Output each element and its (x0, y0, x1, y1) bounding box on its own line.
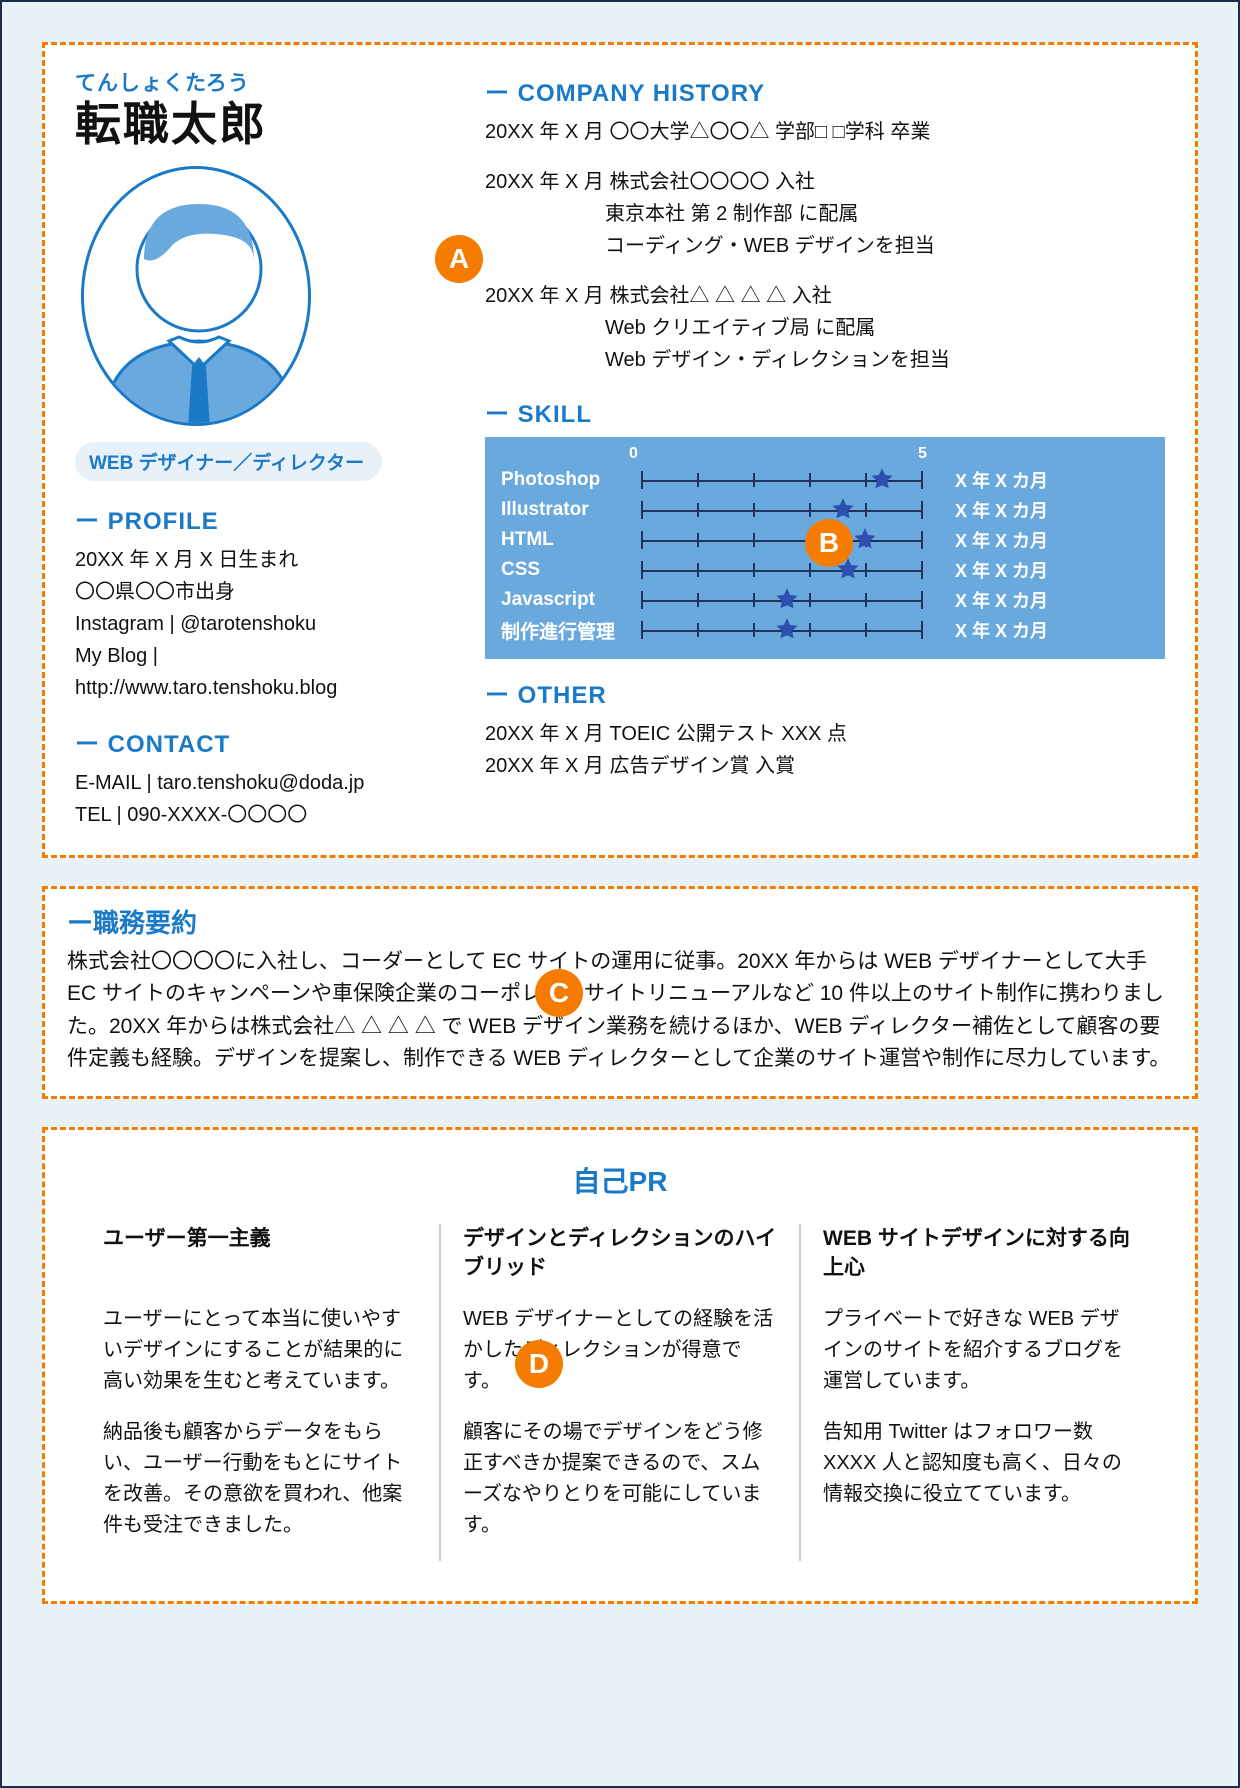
pr-column: ユーザー第一主義ユーザーにとって本当に使いやすいデザインにすることが結果的に高い… (81, 1224, 441, 1561)
pr-subtitle: ユーザー第一主義 (103, 1224, 417, 1284)
skill-box: B 0 5 Photoshop X 年 X カ月 Illustrator X 年 X … (485, 437, 1165, 659)
summary-card: C ー職務要約 株式会社〇〇〇〇に入社し、コーダーとして EC サイトの運用に従… (42, 886, 1198, 1099)
page: A てんしょくたろう 転職太郎 WEB デザイナー／ディレクター PR (0, 0, 1240, 1788)
history-entry: 20XX 年 X 月 〇〇大学△〇〇△ 学部□ □学科 卒業 (485, 116, 1165, 148)
pr-paragraph: WEB デザイナーとしての経験を活かしたディレクションが得意です。 (463, 1304, 777, 1397)
skill-duration: X 年 X カ月 (955, 587, 1048, 613)
right-column: COMPANY HISTORY 20XX 年 X 月 〇〇大学△〇〇△ 学部□ … (485, 67, 1165, 831)
history-heading: COMPANY HISTORY (485, 73, 1165, 108)
other-line: 20XX 年 X 月 広告デザイン賞 入賞 (485, 750, 1165, 782)
contact-line: E-MAIL | taro.tenshoku@doda.jp (75, 767, 455, 799)
star-icon (852, 526, 878, 552)
summary-body: 株式会社〇〇〇〇に入社し、コーダーとして EC サイトの運用に従事。20XX 年… (67, 946, 1173, 1076)
skill-track (631, 620, 931, 640)
skill-name: CSS (501, 559, 621, 581)
skill-scale-max: 5 (918, 445, 927, 463)
profile-heading: PROFILE (75, 501, 455, 536)
skill-scale-min: 0 (629, 445, 638, 463)
history-line: 20XX 年 X 月 株式会社△ △ △ △ 入社 (485, 280, 1165, 312)
skill-name: 制作進行管理 (501, 617, 621, 644)
star-icon (830, 496, 856, 522)
profile-line: Instagram | @tarotenshoku (75, 608, 455, 640)
skill-track (631, 530, 931, 550)
skill-scale: 0 5 (621, 447, 921, 465)
pr-paragraph: 納品後も顧客からデータをもらい、ユーザー行動をもとにサイトを改善。その意欲を買わ… (103, 1417, 417, 1541)
skill-heading: SKILL (485, 394, 1165, 429)
pr-columns: ユーザー第一主義ユーザーにとって本当に使いやすいデザインにすることが結果的に高い… (81, 1224, 1159, 1561)
pr-card: D 自己PR ユーザー第一主義ユーザーにとって本当に使いやすいデザインにすること… (42, 1127, 1198, 1604)
pr-paragraph: 顧客にその場でデザインをどう修正すべきか提案できるので、スムーズなやりとりを可能… (463, 1417, 777, 1541)
pr-paragraph: ユーザーにとって本当に使いやすいデザインにすることが結果的に高い効果を生むと考え… (103, 1304, 417, 1397)
avatar (81, 166, 455, 426)
star-icon (869, 466, 895, 492)
skill-name: HTML (501, 529, 621, 551)
pr-paragraph: プライベートで好きな WEB デザインのサイトを紹介するブログを運営しています。 (823, 1304, 1137, 1397)
skill-duration: X 年 X カ月 (955, 467, 1048, 493)
callout-a: A (435, 235, 483, 283)
callout-b: B (805, 519, 853, 567)
skill-name: Illustrator (501, 499, 621, 521)
contact-line: TEL | 090-XXXX-〇〇〇〇 (75, 799, 455, 831)
name-furigana: てんしょくたろう (75, 67, 455, 97)
skill-name: Javascript (501, 589, 621, 611)
history-line: 20XX 年 X 月 〇〇大学△〇〇△ 学部□ □学科 卒業 (485, 116, 1165, 148)
skill-track (631, 560, 931, 580)
history-entry: 20XX 年 X 月 株式会社△ △ △ △ 入社Web クリエイティブ局 に配… (485, 280, 1165, 376)
skill-duration: X 年 X カ月 (955, 617, 1048, 643)
history-line: 20XX 年 X 月 株式会社〇〇〇〇 入社 (485, 166, 1165, 198)
contact-heading: CONTACT (75, 724, 455, 759)
history-subline: Web デザイン・ディレクションを担当 (485, 344, 1165, 376)
star-icon (774, 616, 800, 642)
top-card: A てんしょくたろう 転職太郎 WEB デザイナー／ディレクター PR (42, 42, 1198, 858)
skill-duration: X 年 X カ月 (955, 497, 1048, 523)
skill-row: Photoshop X 年 X カ月 (501, 465, 1149, 495)
role-pill: WEB デザイナー／ディレクター (75, 442, 382, 481)
history-subline: Web クリエイティブ局 に配属 (485, 312, 1165, 344)
skill-row: 制作進行管理 X 年 X カ月 (501, 615, 1149, 645)
profile-line: 20XX 年 X 月 X 日生まれ (75, 544, 455, 576)
profile-line: 〇〇県〇〇市出身 (75, 576, 455, 608)
skill-name: Photoshop (501, 469, 621, 491)
profile-line: My Blog | (75, 640, 455, 672)
pr-subtitle: デザインとディレクションのハイブリッド (463, 1224, 777, 1284)
history-body: 20XX 年 X 月 〇〇大学△〇〇△ 学部□ □学科 卒業 20XX 年 X 月… (485, 116, 1165, 376)
contact-body: E-MAIL | taro.tenshoku@doda.jp TEL | 090… (75, 767, 455, 831)
skill-track (631, 590, 931, 610)
avatar-illustration (84, 169, 311, 426)
summary-heading: ー職務要約 (67, 903, 1173, 940)
other-body: 20XX 年 X 月 TOEIC 公開テスト XXX 点 20XX 年 X 月 … (485, 718, 1165, 782)
pr-column: WEB サイトデザインに対する向上心プライベートで好きな WEB デザインのサイ… (801, 1224, 1159, 1561)
history-entry: 20XX 年 X 月 株式会社〇〇〇〇 入社東京本社 第 2 制作部 に配属コー… (485, 166, 1165, 262)
other-heading: OTHER (485, 675, 1165, 710)
star-icon (774, 586, 800, 612)
skill-duration: X 年 X カ月 (955, 527, 1048, 553)
history-subline: 東京本社 第 2 制作部 に配属 (485, 198, 1165, 230)
profile-body: 20XX 年 X 月 X 日生まれ 〇〇県〇〇市出身 Instagram | @… (75, 544, 455, 704)
skill-track (631, 500, 931, 520)
other-line: 20XX 年 X 月 TOEIC 公開テスト XXX 点 (485, 718, 1165, 750)
callout-d: D (515, 1340, 563, 1388)
pr-title: 自己PR (81, 1160, 1159, 1200)
name-main: 転職太郎 (75, 99, 455, 150)
pr-paragraph: 告知用 Twitter はフォロワー数 XXXX 人と認知度も高く、日々の情報交… (823, 1417, 1137, 1510)
skill-row: Javascript X 年 X カ月 (501, 585, 1149, 615)
left-column: てんしょくたろう 転職太郎 WEB デザイナー／ディレクター PROFILE (75, 67, 455, 831)
profile-line: http://www.taro.tenshoku.blog (75, 672, 455, 704)
history-subline: コーディング・WEB デザインを担当 (485, 230, 1165, 262)
pr-column: デザインとディレクションのハイブリッド WEB デザイナーとしての経験を活かしたデ… (441, 1224, 801, 1561)
skill-duration: X 年 X カ月 (955, 557, 1048, 583)
skill-track (631, 470, 931, 490)
pr-subtitle: WEB サイトデザインに対する向上心 (823, 1224, 1137, 1284)
callout-c: C (535, 969, 583, 1017)
